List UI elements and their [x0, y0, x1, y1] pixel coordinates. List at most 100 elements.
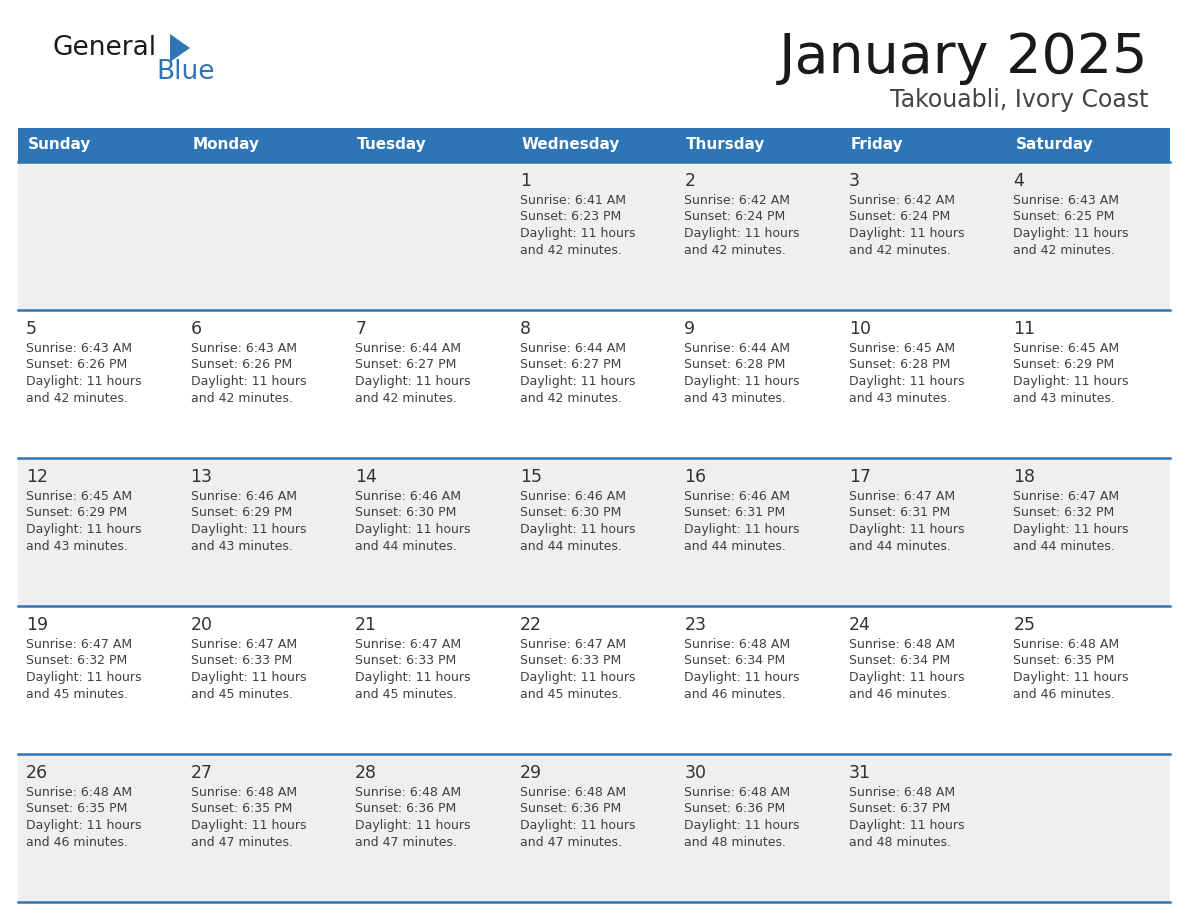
Bar: [18, 162, 183, 310]
Text: and 44 minutes.: and 44 minutes.: [849, 540, 950, 553]
Text: Wednesday: Wednesday: [522, 138, 620, 152]
Text: and 44 minutes.: and 44 minutes.: [519, 540, 621, 553]
Bar: [183, 458, 347, 606]
Bar: [676, 458, 841, 606]
Text: Daylight: 11 hours: Daylight: 11 hours: [26, 671, 141, 684]
Text: 3: 3: [849, 172, 860, 190]
Text: and 48 minutes.: and 48 minutes.: [849, 835, 950, 848]
Bar: [18, 310, 183, 458]
Bar: [1005, 128, 1170, 162]
Text: 17: 17: [849, 468, 871, 486]
Text: General: General: [52, 35, 156, 61]
Text: and 44 minutes.: and 44 minutes.: [1013, 540, 1116, 553]
Text: Daylight: 11 hours: Daylight: 11 hours: [26, 819, 141, 832]
Text: Daylight: 11 hours: Daylight: 11 hours: [519, 375, 636, 388]
Text: Sunday: Sunday: [29, 138, 91, 152]
Bar: [347, 754, 512, 902]
Text: 28: 28: [355, 764, 377, 782]
Text: Takouabli, Ivory Coast: Takouabli, Ivory Coast: [890, 88, 1148, 112]
Text: 25: 25: [1013, 616, 1036, 634]
Text: and 42 minutes.: and 42 minutes.: [519, 391, 621, 405]
Text: Daylight: 11 hours: Daylight: 11 hours: [1013, 227, 1129, 240]
Text: Sunset: 6:28 PM: Sunset: 6:28 PM: [849, 359, 950, 372]
Bar: [841, 754, 1005, 902]
Text: Sunset: 6:29 PM: Sunset: 6:29 PM: [190, 507, 292, 520]
Text: and 42 minutes.: and 42 minutes.: [26, 391, 128, 405]
Bar: [676, 606, 841, 754]
Bar: [1005, 162, 1170, 310]
Bar: [841, 162, 1005, 310]
Text: and 46 minutes.: and 46 minutes.: [26, 835, 128, 848]
Text: Sunset: 6:28 PM: Sunset: 6:28 PM: [684, 359, 785, 372]
Text: and 47 minutes.: and 47 minutes.: [355, 835, 457, 848]
Text: Daylight: 11 hours: Daylight: 11 hours: [1013, 375, 1129, 388]
Text: Sunrise: 6:45 AM: Sunrise: 6:45 AM: [1013, 342, 1119, 355]
Text: and 46 minutes.: and 46 minutes.: [1013, 688, 1116, 700]
Text: 20: 20: [190, 616, 213, 634]
Text: Sunrise: 6:47 AM: Sunrise: 6:47 AM: [519, 638, 626, 651]
Text: Sunrise: 6:46 AM: Sunrise: 6:46 AM: [190, 490, 297, 503]
Text: and 42 minutes.: and 42 minutes.: [1013, 243, 1116, 256]
Text: 13: 13: [190, 468, 213, 486]
Text: and 42 minutes.: and 42 minutes.: [190, 391, 292, 405]
Bar: [841, 606, 1005, 754]
Text: Friday: Friday: [851, 138, 904, 152]
Bar: [841, 310, 1005, 458]
Text: 4: 4: [1013, 172, 1024, 190]
Text: Sunrise: 6:41 AM: Sunrise: 6:41 AM: [519, 194, 626, 207]
Text: 30: 30: [684, 764, 707, 782]
Text: Daylight: 11 hours: Daylight: 11 hours: [519, 523, 636, 536]
Text: Daylight: 11 hours: Daylight: 11 hours: [684, 227, 800, 240]
Text: Sunset: 6:36 PM: Sunset: 6:36 PM: [355, 802, 456, 815]
Text: 11: 11: [1013, 320, 1036, 338]
Text: Sunrise: 6:48 AM: Sunrise: 6:48 AM: [849, 638, 955, 651]
Bar: [18, 606, 183, 754]
Text: Daylight: 11 hours: Daylight: 11 hours: [1013, 671, 1129, 684]
Text: and 45 minutes.: and 45 minutes.: [190, 688, 292, 700]
Text: Daylight: 11 hours: Daylight: 11 hours: [190, 671, 307, 684]
Text: Sunrise: 6:48 AM: Sunrise: 6:48 AM: [190, 786, 297, 799]
Text: Sunset: 6:35 PM: Sunset: 6:35 PM: [1013, 655, 1114, 667]
Text: Sunrise: 6:42 AM: Sunrise: 6:42 AM: [849, 194, 955, 207]
Text: Sunset: 6:25 PM: Sunset: 6:25 PM: [1013, 210, 1114, 223]
Text: 10: 10: [849, 320, 871, 338]
Text: Daylight: 11 hours: Daylight: 11 hours: [684, 819, 800, 832]
Bar: [512, 458, 676, 606]
Text: Sunset: 6:36 PM: Sunset: 6:36 PM: [684, 802, 785, 815]
Text: Sunset: 6:29 PM: Sunset: 6:29 PM: [26, 507, 127, 520]
Bar: [18, 754, 183, 902]
Text: Daylight: 11 hours: Daylight: 11 hours: [190, 819, 307, 832]
Text: Sunset: 6:33 PM: Sunset: 6:33 PM: [519, 655, 621, 667]
Text: and 42 minutes.: and 42 minutes.: [355, 391, 457, 405]
Bar: [183, 310, 347, 458]
Text: Sunrise: 6:47 AM: Sunrise: 6:47 AM: [190, 638, 297, 651]
Text: 19: 19: [26, 616, 49, 634]
Text: Daylight: 11 hours: Daylight: 11 hours: [190, 375, 307, 388]
Text: and 45 minutes.: and 45 minutes.: [26, 688, 128, 700]
Text: and 43 minutes.: and 43 minutes.: [849, 391, 950, 405]
Text: Daylight: 11 hours: Daylight: 11 hours: [26, 523, 141, 536]
Bar: [183, 162, 347, 310]
Text: and 45 minutes.: and 45 minutes.: [355, 688, 457, 700]
Text: Sunset: 6:35 PM: Sunset: 6:35 PM: [190, 802, 292, 815]
Text: Sunset: 6:27 PM: Sunset: 6:27 PM: [355, 359, 456, 372]
Text: 9: 9: [684, 320, 695, 338]
Text: 23: 23: [684, 616, 707, 634]
Text: and 47 minutes.: and 47 minutes.: [519, 835, 621, 848]
Text: Daylight: 11 hours: Daylight: 11 hours: [26, 375, 141, 388]
Bar: [347, 310, 512, 458]
Text: and 43 minutes.: and 43 minutes.: [26, 540, 128, 553]
Text: 24: 24: [849, 616, 871, 634]
Text: January 2025: January 2025: [778, 31, 1148, 85]
Text: 5: 5: [26, 320, 37, 338]
Text: Daylight: 11 hours: Daylight: 11 hours: [684, 375, 800, 388]
Text: Sunset: 6:24 PM: Sunset: 6:24 PM: [684, 210, 785, 223]
Text: and 44 minutes.: and 44 minutes.: [355, 540, 457, 553]
Text: Sunset: 6:26 PM: Sunset: 6:26 PM: [26, 359, 127, 372]
Text: Sunset: 6:30 PM: Sunset: 6:30 PM: [355, 507, 456, 520]
Text: Sunset: 6:36 PM: Sunset: 6:36 PM: [519, 802, 621, 815]
Text: 7: 7: [355, 320, 366, 338]
Text: 22: 22: [519, 616, 542, 634]
Text: Daylight: 11 hours: Daylight: 11 hours: [355, 523, 470, 536]
Text: Sunrise: 6:48 AM: Sunrise: 6:48 AM: [849, 786, 955, 799]
